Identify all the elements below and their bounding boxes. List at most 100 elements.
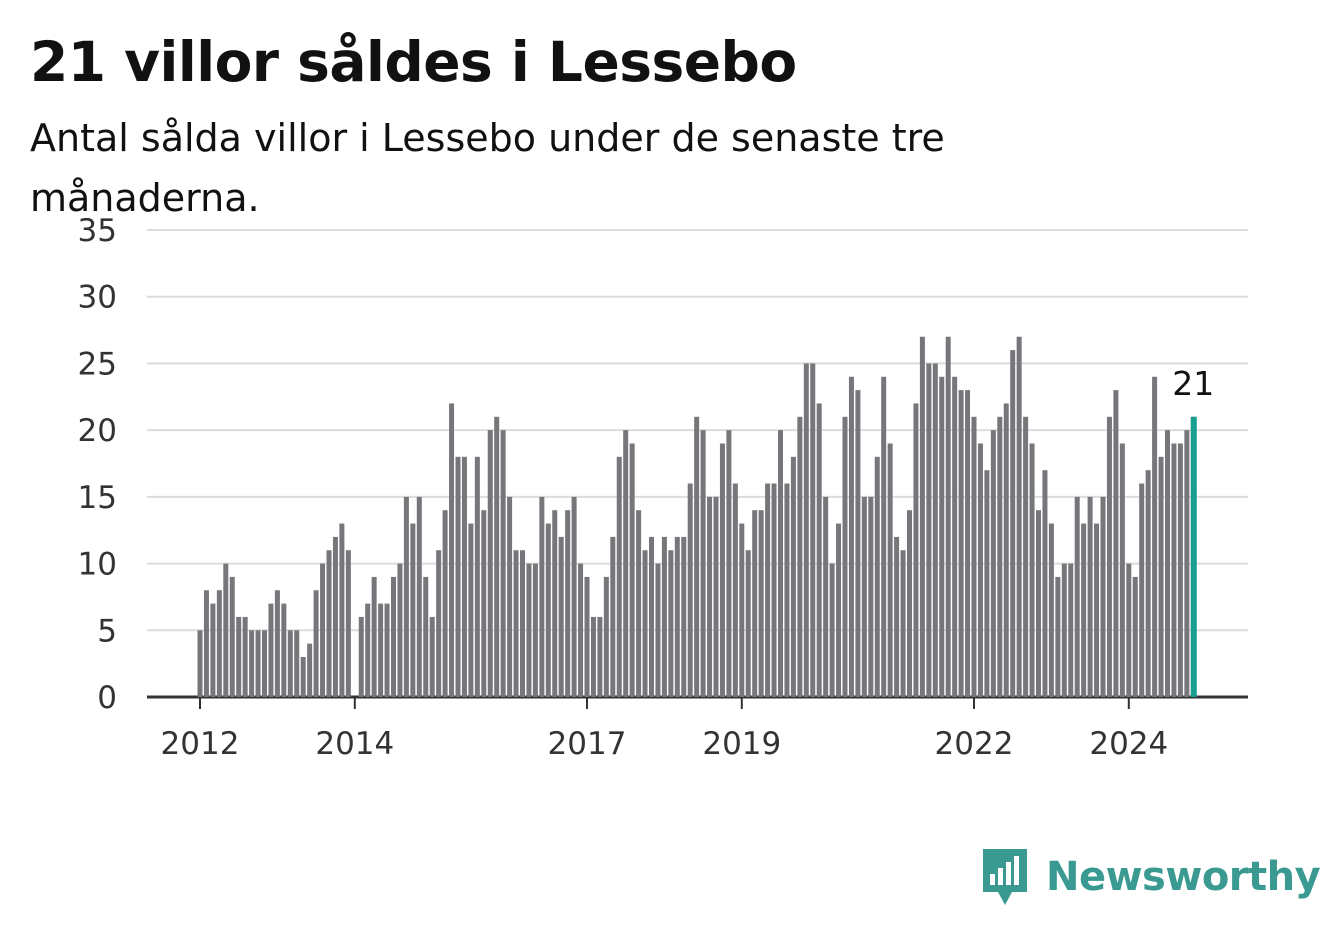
bar (848, 376, 854, 697)
x-tick-label: 2019 (702, 726, 781, 762)
bar (700, 430, 706, 697)
bar (836, 523, 842, 697)
bars (197, 336, 1197, 697)
y-tick-label: 25 (78, 346, 117, 382)
bar (468, 523, 474, 697)
bar (887, 443, 893, 697)
bar (713, 496, 719, 697)
bar (739, 523, 745, 697)
bar (1177, 443, 1183, 697)
bar (532, 563, 538, 697)
bar (707, 496, 713, 697)
bar (300, 656, 306, 697)
bar (384, 603, 390, 697)
bar (1165, 430, 1170, 697)
bar (255, 630, 261, 697)
bar (294, 630, 300, 697)
bar (236, 616, 242, 697)
bar (1061, 563, 1067, 697)
bar (868, 496, 874, 697)
bar (203, 590, 209, 697)
bar (268, 603, 274, 697)
bar (565, 510, 571, 697)
bar (513, 550, 519, 697)
bar (590, 616, 596, 697)
logo-text: Newsworthy (1046, 854, 1321, 900)
bar (455, 456, 461, 697)
bar (558, 536, 564, 697)
bar (371, 576, 377, 697)
newsworthy-logo: Newsworthy (980, 846, 1321, 908)
bar (907, 510, 912, 697)
bar (461, 456, 467, 697)
bar (823, 496, 829, 697)
bar (1126, 563, 1132, 697)
bar (616, 456, 622, 697)
bar (810, 363, 816, 697)
x-tick-label: 2014 (315, 726, 394, 762)
x-tick-label: 2017 (548, 726, 627, 762)
annotations: 21 (1169, 361, 1217, 406)
highlight-bar (1190, 416, 1197, 697)
bar (855, 390, 861, 697)
bar (1113, 390, 1119, 697)
bar (378, 603, 384, 697)
bar (507, 496, 513, 697)
bar (623, 430, 629, 697)
y-tick-label: 0 (97, 680, 117, 716)
bar (423, 576, 429, 697)
x-tick-label: 2024 (1089, 726, 1168, 762)
bar (1036, 510, 1041, 697)
bar (636, 510, 642, 697)
bar (474, 456, 480, 697)
bar (1094, 523, 1100, 697)
x-axis-ticks: 2012 2014 2017 2019 2022 2024 (161, 697, 1168, 762)
bar (900, 550, 906, 697)
bar (326, 550, 332, 697)
bar (1023, 416, 1029, 697)
bar (1016, 336, 1022, 697)
bar (797, 416, 803, 697)
bar (320, 563, 326, 697)
bar (603, 576, 609, 697)
bar (500, 430, 506, 697)
bar (210, 603, 216, 697)
bar (242, 616, 248, 697)
bar (1100, 496, 1106, 697)
bar (494, 416, 500, 697)
bar (1010, 350, 1016, 697)
bar (649, 536, 654, 697)
bar (674, 536, 680, 697)
bar (416, 496, 422, 697)
y-tick-label: 15 (78, 480, 117, 516)
bar (642, 550, 648, 697)
bar (391, 576, 396, 697)
bar (332, 536, 338, 697)
bar (545, 523, 551, 697)
bar (287, 630, 293, 697)
bar (919, 336, 925, 697)
bar (874, 456, 880, 697)
bar (997, 416, 1003, 697)
bar (1087, 496, 1093, 697)
bar (784, 483, 790, 697)
bar (410, 523, 416, 697)
bar (584, 576, 590, 697)
highlight-value-label: 21 (1172, 364, 1214, 403)
bar (1055, 576, 1061, 697)
bar (687, 483, 693, 697)
bar (552, 510, 558, 697)
bar (726, 430, 732, 697)
y-tick-label: 30 (78, 280, 117, 316)
y-axis-ticks: 0 5 10 15 20 25 30 35 (78, 213, 117, 716)
bar (629, 443, 635, 697)
bar (655, 563, 661, 697)
bar (932, 363, 938, 697)
bar (442, 510, 448, 697)
bar (520, 550, 525, 697)
bar (1132, 576, 1138, 697)
bar (778, 430, 783, 697)
bar (487, 430, 493, 697)
bar (223, 563, 229, 697)
bar (752, 510, 758, 697)
